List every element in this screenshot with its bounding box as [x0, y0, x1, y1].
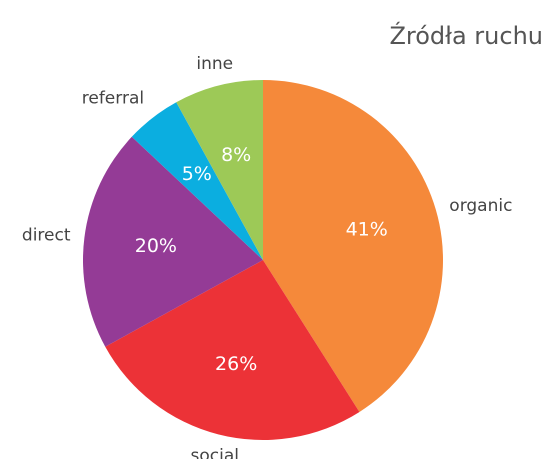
- slice-value-label: 8%: [221, 144, 251, 166]
- pie-slice: [82, 136, 263, 347]
- slice-value-label: 26%: [215, 353, 257, 375]
- chart-title: Źródła ruchu: [389, 21, 543, 50]
- slice-value-label: 5%: [182, 163, 212, 185]
- slice-value-label: 41%: [346, 218, 388, 240]
- slice-category-label: organic: [449, 196, 512, 216]
- slice-category-label: referral: [82, 89, 144, 109]
- pie-slice: [105, 260, 360, 440]
- slice-category-label: direct: [22, 226, 71, 246]
- pie-slice: [131, 102, 263, 260]
- slice-value-label: 20%: [135, 235, 177, 257]
- slice-category-label: social: [191, 446, 239, 459]
- slice-category-label: inne: [196, 54, 233, 74]
- pie-slice: [176, 80, 263, 260]
- pie-slice: [263, 80, 444, 412]
